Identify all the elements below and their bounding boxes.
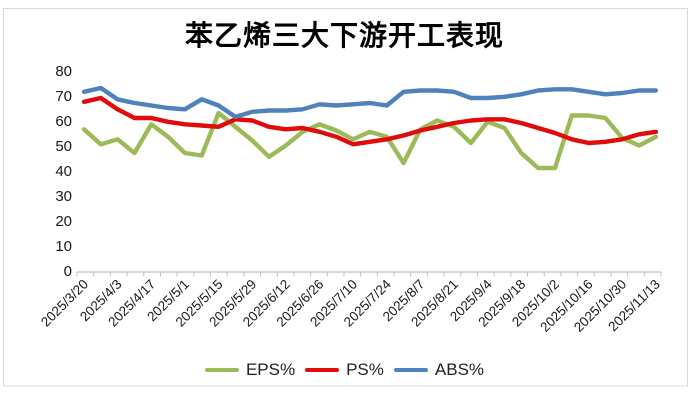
y-axis-tick-label: 60	[55, 113, 72, 130]
y-axis-tick-label: 20	[55, 213, 72, 230]
legend-swatch-eps	[204, 368, 239, 372]
legend-item-ps: PS%	[305, 360, 384, 380]
chart-frame-border	[3, 8, 688, 387]
y-axis-tick-label: 50	[55, 138, 72, 155]
series-line-abs	[81, 85, 659, 120]
legend-item-abs: ABS%	[393, 360, 485, 380]
legend-swatch-abs	[393, 368, 428, 372]
x-axis-tick-label: 2025/3/20	[38, 277, 91, 330]
y-axis-tick-label: 30	[55, 188, 72, 205]
legend-swatch-ps	[305, 368, 340, 372]
series-line-eps	[81, 110, 659, 171]
series-line-ps	[81, 95, 659, 147]
y-axis-tick-label: 40	[55, 163, 72, 180]
legend-label-abs: ABS%	[434, 360, 485, 379]
legend-label-ps: PS%	[346, 360, 384, 379]
y-axis-tick-label: 70	[55, 88, 72, 105]
chart-legend: EPS% PS% ABS%	[0, 360, 689, 380]
legend-label-eps: EPS%	[245, 360, 296, 379]
chart-title: 苯乙烯三大下游开工表现	[184, 20, 504, 51]
y-axis-tick-label: 10	[55, 238, 72, 255]
legend-item-eps: EPS%	[204, 360, 296, 380]
y-axis-tick-label: 80	[55, 63, 72, 80]
y-axis-tick-label: 0	[64, 263, 72, 280]
